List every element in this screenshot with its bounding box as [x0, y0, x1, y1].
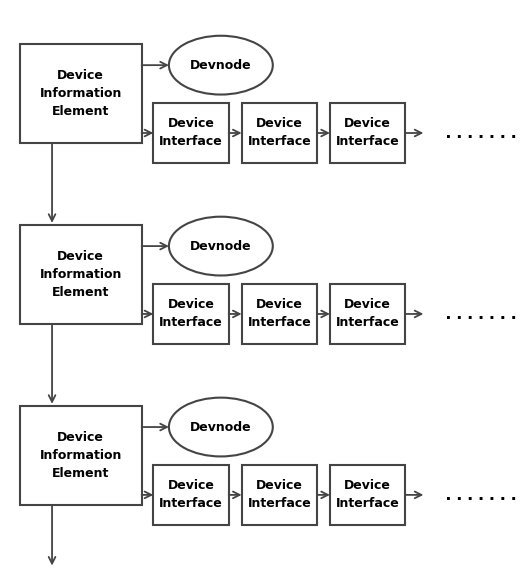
Text: Device
Interface: Device Interface [159, 298, 223, 329]
Text: .......: ....... [443, 305, 519, 323]
Text: Devnode: Devnode [190, 239, 252, 253]
FancyBboxPatch shape [242, 465, 317, 524]
Text: Device
Interface: Device Interface [159, 118, 223, 148]
Ellipse shape [169, 217, 273, 275]
FancyBboxPatch shape [20, 406, 142, 505]
Text: Device
Information
Element: Device Information Element [39, 431, 122, 480]
FancyBboxPatch shape [242, 284, 317, 344]
FancyBboxPatch shape [330, 103, 405, 163]
Text: Device
Information
Element: Device Information Element [39, 250, 122, 299]
Ellipse shape [169, 398, 273, 456]
FancyBboxPatch shape [330, 284, 405, 344]
Text: Device
Interface: Device Interface [335, 118, 400, 148]
FancyBboxPatch shape [20, 225, 142, 324]
FancyBboxPatch shape [330, 465, 405, 524]
Text: Device
Information
Element: Device Information Element [39, 69, 122, 118]
Text: Device
Interface: Device Interface [248, 298, 311, 329]
Text: Device
Interface: Device Interface [159, 479, 223, 511]
Ellipse shape [169, 36, 273, 95]
Text: Device
Interface: Device Interface [335, 479, 400, 511]
Text: Devnode: Devnode [190, 421, 252, 433]
FancyBboxPatch shape [242, 103, 317, 163]
Text: Device
Interface: Device Interface [335, 298, 400, 329]
Text: Devnode: Devnode [190, 59, 252, 72]
FancyBboxPatch shape [20, 44, 142, 143]
FancyBboxPatch shape [153, 284, 228, 344]
Text: Device
Interface: Device Interface [248, 118, 311, 148]
FancyBboxPatch shape [153, 103, 228, 163]
Text: .......: ....... [443, 124, 519, 142]
FancyBboxPatch shape [153, 465, 228, 524]
Text: Device
Interface: Device Interface [248, 479, 311, 511]
Text: .......: ....... [443, 486, 519, 504]
